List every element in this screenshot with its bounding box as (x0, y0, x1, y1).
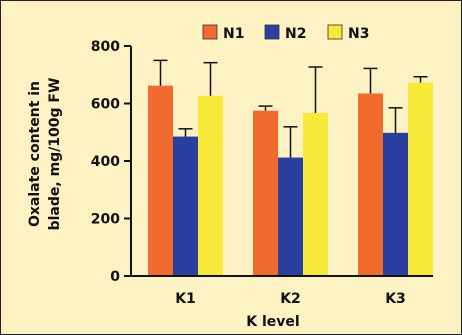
x-tick-label: K1 (175, 291, 196, 307)
bar-n2-k2 (278, 157, 303, 276)
x-axis-title: K level (246, 314, 299, 330)
y-tick-label: 200 (91, 212, 120, 228)
x-tick-label: K2 (280, 291, 301, 307)
axes (130, 46, 433, 277)
legend-label-n2: N2 (285, 26, 306, 42)
legend-label-n3: N3 (348, 26, 369, 42)
bar-n1-k3 (358, 93, 383, 276)
bar-n3-k3 (408, 82, 433, 276)
y-axis-title: Oxalate content in blade, mg/100g FW (27, 78, 63, 231)
legend-label-n1: N1 (223, 26, 244, 42)
bars (148, 59, 433, 276)
bar-n3-k1 (198, 95, 223, 276)
legend: N1 N2 N3 (202, 24, 369, 42)
bar-n2-k3 (383, 132, 408, 276)
y-tick-label: 800 (91, 39, 120, 55)
y-tick-label: 0 (110, 269, 120, 285)
x-tick-label: K3 (385, 291, 406, 307)
y-axis-title-line-2: blade, mg/100g FW (47, 78, 63, 231)
legend-swatch-n3 (327, 24, 343, 40)
legend-swatch-n2 (264, 24, 280, 40)
y-axis-title-line-1: Oxalate content in (27, 81, 43, 227)
x-axis-labels: K1 K2 K3 (175, 291, 406, 307)
y-tick-label: 600 (91, 97, 120, 113)
y-axis-ticks: 0 200 400 600 800 (91, 39, 131, 285)
bar-n1-k1 (148, 85, 173, 276)
bar-n3-k2 (303, 112, 328, 276)
bar-n1-k2 (253, 110, 278, 276)
legend-swatch-n1 (202, 24, 218, 40)
bar-n2-k1 (173, 136, 198, 276)
y-tick-label: 400 (91, 154, 120, 170)
